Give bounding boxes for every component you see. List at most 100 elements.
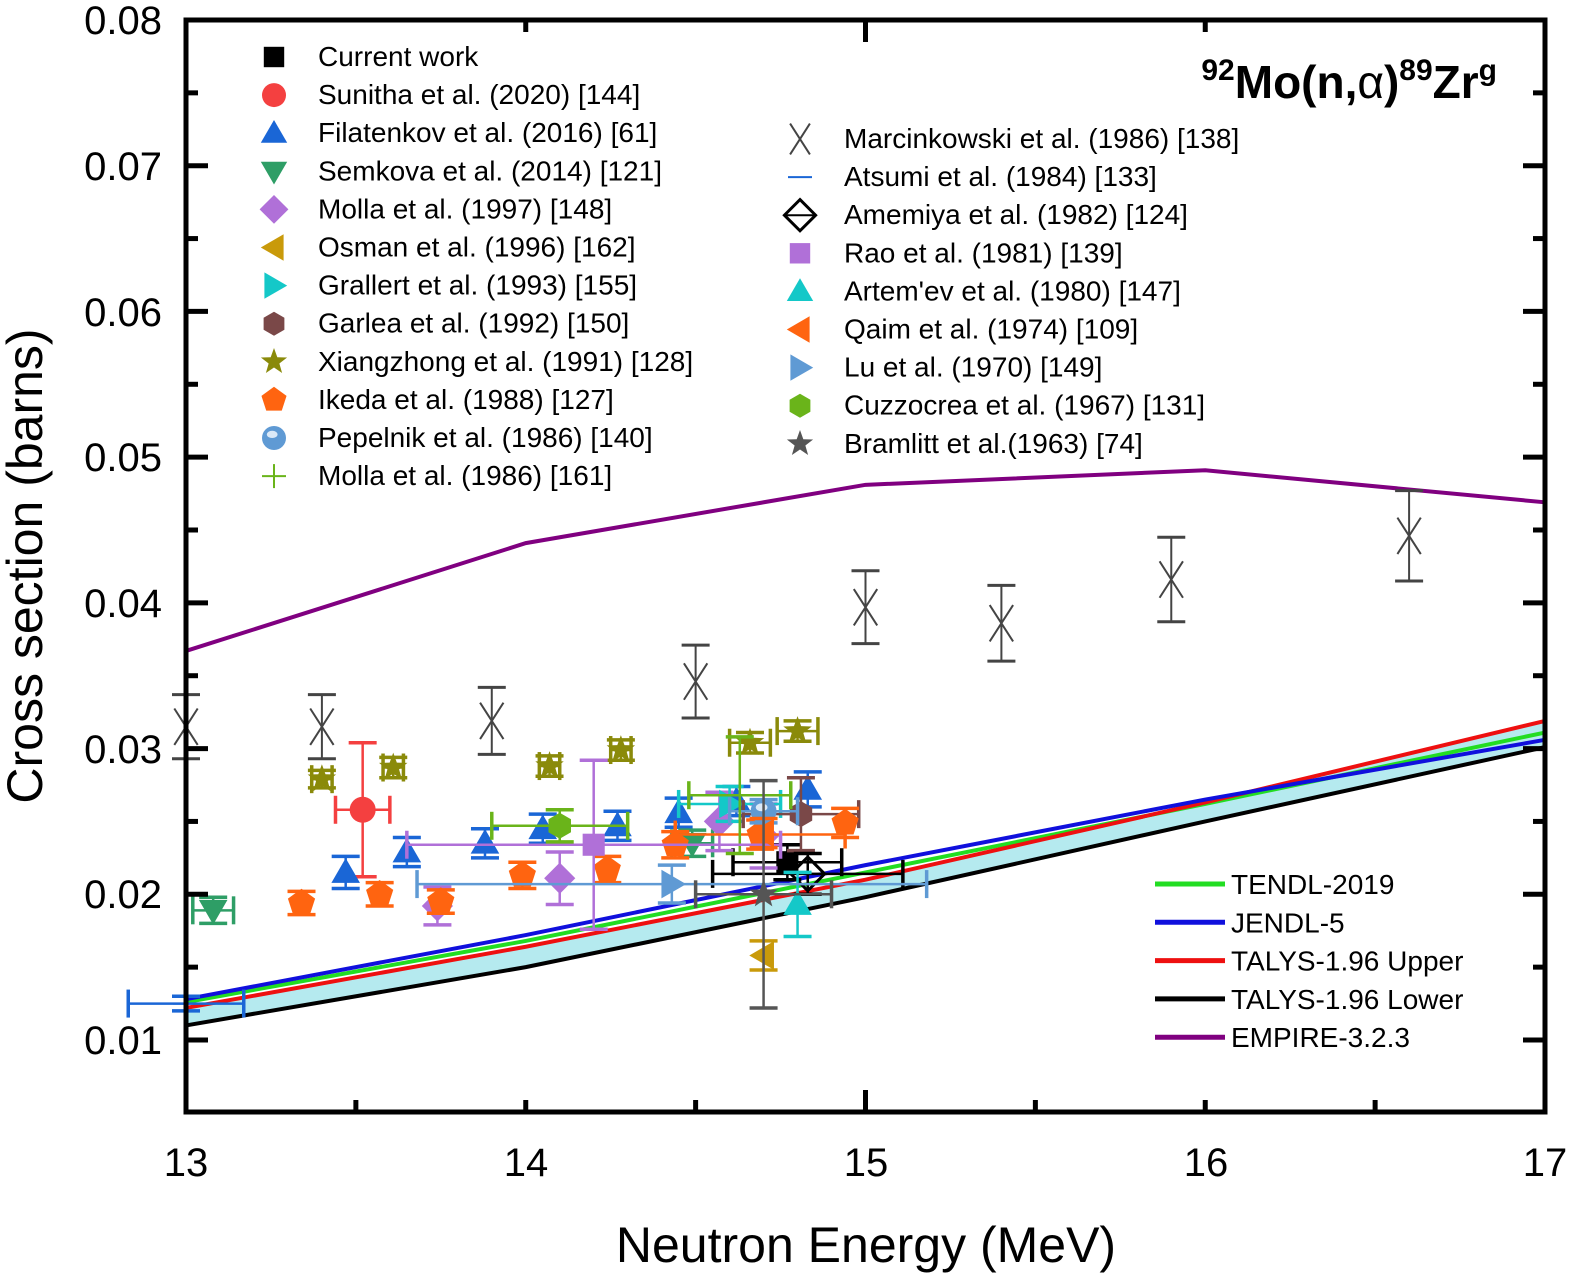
- data-point: [606, 735, 636, 763]
- data-point: [544, 862, 576, 894]
- legend-marker: [262, 464, 286, 489]
- data-point: [719, 789, 744, 819]
- legend-item: Qaim et al. (1974) [109]: [786, 314, 1138, 345]
- data-point: [749, 879, 778, 907]
- legend-marker: [260, 120, 288, 143]
- data-point: [852, 588, 879, 626]
- axis-ticks: [183, 17, 1548, 1112]
- legend-label: TALYS-1.96 Lower: [1231, 984, 1463, 1015]
- legend-item: Cuzzocrea et al. (1967) [131]: [789, 390, 1205, 421]
- legend-item-curve: JENDL-5: [1155, 907, 1345, 938]
- series-lu-et-al-1970-149: [415, 863, 929, 905]
- data-point-b: [309, 707, 335, 746]
- series-ikeda-et-al-1988-127: [287, 806, 860, 917]
- data-point: [548, 812, 571, 839]
- legend-marker: [789, 243, 811, 264]
- data-point: [683, 662, 709, 701]
- data-point: [735, 727, 765, 755]
- legend-label: EMPIRE-3.2.3: [1231, 1022, 1410, 1053]
- y-tick-label: 0.07: [84, 145, 162, 189]
- y-tick-label: 0.06: [84, 291, 162, 335]
- data-point-b: [852, 588, 879, 626]
- legend-item: Molla et al. (1986) [161]: [262, 460, 612, 491]
- y-tick-label: 0.01: [84, 1019, 162, 1063]
- legend-label: Semkova et al. (2014) [121]: [318, 155, 662, 186]
- series-cuzzocrea-et-al-1967-131: [490, 808, 630, 844]
- legend-marker: [790, 354, 814, 381]
- title-product: Zr: [1433, 56, 1479, 108]
- legend-label: Filatenkov et al. (2016) [61]: [318, 117, 657, 148]
- legend-label: Ikeda et al. (1988) [127]: [318, 384, 614, 415]
- legend-marker: [786, 430, 814, 455]
- data-point: [379, 752, 408, 780]
- chart-title: 92Mo(n,α)89Zrg: [1201, 54, 1497, 108]
- x-tick-label: 13: [164, 1141, 209, 1185]
- legend-marker: [261, 386, 287, 411]
- data-point-highlight: [755, 803, 768, 812]
- x-axis-title: Neutron Energy (MeV): [616, 1217, 1116, 1273]
- curve-talys-1-96-upper: [185, 718, 1546, 1010]
- legend-label: Lu et al. (1970) [149]: [844, 352, 1102, 383]
- legend-item: Grallert et al. (1993) [155]: [264, 270, 637, 301]
- series-artem-ev-et-al-1980-147: [783, 870, 812, 939]
- data-point: [593, 855, 621, 882]
- legend-label: TENDL-2019: [1231, 869, 1394, 900]
- x-tick-label: 14: [504, 1141, 549, 1185]
- legend-item: Ikeda et al. (1988) [127]: [261, 384, 614, 415]
- y-tick-label: 0.04: [84, 582, 162, 626]
- legend-item-curve: TALYS-1.96 Lower: [1155, 984, 1463, 1015]
- legend-marker: [259, 195, 289, 224]
- legend-label: Atsumi et al. (1984) [133]: [844, 161, 1157, 192]
- x-tick-label: 16: [1184, 1141, 1229, 1185]
- legend-label: Garlea et al. (1992) [150]: [318, 308, 629, 339]
- legend-marker: [786, 316, 810, 343]
- data-point: [309, 707, 335, 746]
- curve-jendl-5: [185, 737, 1546, 1002]
- data-point: [479, 702, 505, 740]
- legend-label: Rao et al. (1981) [139]: [844, 237, 1123, 268]
- data-point-b: [1158, 560, 1184, 599]
- legend-marker: [789, 123, 811, 155]
- legend-label: Current work: [318, 41, 479, 72]
- legend-item: Bramlitt et al.(1963) [74]: [786, 428, 1143, 459]
- data-point: [307, 764, 337, 792]
- legend-label: Cuzzocrea et al. (1967) [131]: [844, 390, 1205, 421]
- legend-label: Bramlitt et al.(1963) [74]: [844, 428, 1143, 459]
- legend-item: Atsumi et al. (1984) [133]: [788, 161, 1157, 192]
- legend-item: Artem'ev et al. (1980) [147]: [786, 275, 1181, 306]
- title-close: ): [1384, 56, 1399, 108]
- title-alpha: α: [1357, 56, 1384, 108]
- legend-label: JENDL-5: [1231, 907, 1345, 938]
- legend-marker-highlight: [266, 430, 278, 438]
- data-point: [988, 604, 1014, 642]
- data-point: [582, 833, 605, 856]
- data-point: [726, 782, 753, 809]
- data-point: [831, 808, 859, 835]
- data-point-b: [1396, 517, 1422, 555]
- legend: Current work Sunitha et al. (2020) [144] F…: [259, 41, 1463, 1053]
- data-point: [331, 858, 360, 883]
- data-point: [788, 854, 827, 893]
- data-point: [349, 796, 376, 823]
- legend-item: Semkova et al. (2014) [121]: [260, 155, 662, 186]
- data-point: [661, 869, 687, 899]
- series-molla-et-al-1986-161: [687, 735, 793, 856]
- legend-item-curve: TALYS-1.96 Upper: [1155, 946, 1463, 977]
- legend-item: Lu et al. (1970) [149]: [790, 352, 1102, 383]
- data-point: [470, 828, 500, 854]
- data-point-b: [988, 604, 1014, 642]
- curve-talys-1-96-lower: [185, 745, 1546, 1028]
- data-point: [535, 751, 564, 779]
- legend-marker: [782, 197, 818, 233]
- legend-label: TALYS-1.96 Upper: [1231, 946, 1463, 977]
- y-tick-label: 0.03: [84, 728, 162, 772]
- legend-marker: [260, 234, 284, 261]
- legend-label: Grallert et al. (1993) [155]: [318, 270, 637, 301]
- title-target-mass: 92: [1201, 54, 1234, 87]
- legend-item: Pepelnik et al. (1986) [140]: [262, 422, 653, 453]
- legend-item: Xiangzhong et al. (1991) [128]: [260, 346, 693, 377]
- series-garlea-et-al-1992-150: [741, 775, 861, 853]
- legend-item-curve: TENDL-2019: [1155, 869, 1394, 900]
- y-tick-labels: 0.01 0.02 0.03 0.04 0.05 0.06 0.07 0.08: [84, 0, 162, 1063]
